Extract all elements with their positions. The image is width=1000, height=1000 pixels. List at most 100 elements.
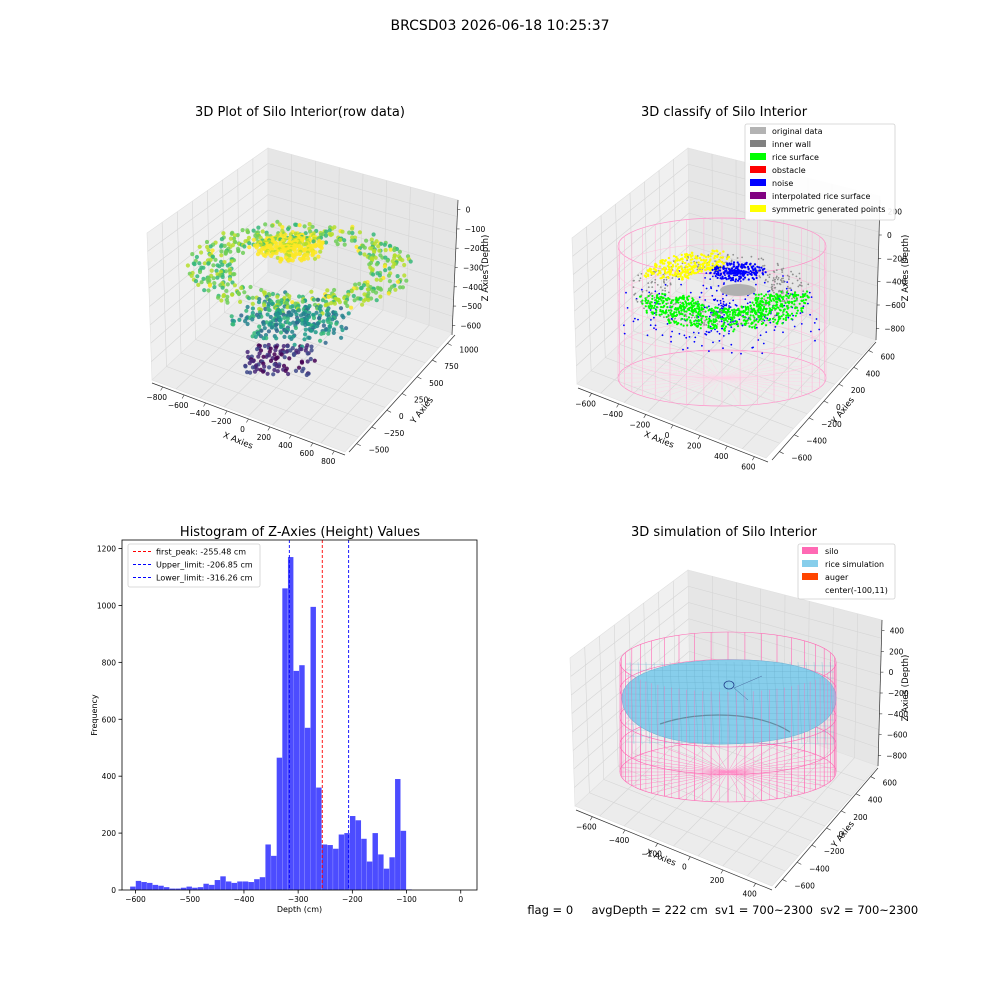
- noise-point: [748, 263, 752, 266]
- histogram-bar: [383, 868, 390, 890]
- original-point: [672, 303, 675, 306]
- silo-spoke: [727, 771, 816, 790]
- silo-spoke: [619, 372, 723, 379]
- data-point: [310, 224, 315, 229]
- data-point: [232, 283, 237, 288]
- rice-surface-point: [671, 305, 674, 308]
- symmetric-point: [693, 262, 697, 265]
- original-point: [662, 281, 665, 283]
- rice-surface-point: [726, 311, 729, 314]
- rice-surface-point: [658, 302, 661, 305]
- data-point: [267, 349, 272, 354]
- rice-surface-point: [647, 305, 650, 308]
- original-point: [798, 284, 801, 286]
- rice-surface-point: [795, 312, 798, 315]
- data-point: [314, 310, 319, 315]
- noise-point: [724, 269, 727, 273]
- z-axis-tick-label: −400: [462, 283, 483, 292]
- rice-surface-point: [696, 300, 699, 303]
- noise-point: [729, 263, 732, 266]
- data-point: [272, 367, 277, 373]
- noise-point: [730, 351, 733, 354]
- data-point: [239, 285, 244, 291]
- noise-point: [650, 319, 652, 321]
- rice-surface-point: [776, 322, 779, 325]
- noise-point: [810, 330, 812, 333]
- original-point: [732, 253, 735, 256]
- data-point: [340, 327, 345, 333]
- rice-surface-point: [775, 300, 778, 303]
- data-point: [219, 298, 224, 303]
- original-point: [760, 257, 763, 260]
- data-point: [199, 250, 204, 255]
- silo-spoke: [721, 356, 789, 379]
- rice-surface-point: [752, 303, 756, 306]
- rice-surface-point: [742, 315, 745, 318]
- rice-surface-point: [746, 319, 749, 322]
- data-point: [287, 356, 292, 361]
- rice-surface-point: [718, 310, 721, 313]
- noise-point: [757, 339, 760, 341]
- rice-surface-point: [697, 310, 701, 313]
- rice-surface-point: [766, 313, 770, 316]
- data-point: [297, 223, 302, 228]
- rice-surface-point: [702, 304, 705, 307]
- rice-surface-point: [655, 311, 658, 314]
- data-point: [335, 242, 340, 247]
- y-axis-tick: [809, 417, 814, 421]
- original-point: [782, 280, 785, 282]
- rice-surface-point: [764, 314, 767, 317]
- original-point: [730, 260, 733, 263]
- y-axis-tick-label: −400: [806, 437, 827, 446]
- noise-point: [714, 328, 716, 331]
- y-axis-tick: [386, 409, 392, 413]
- data-point: [194, 254, 199, 260]
- silo-spoke: [721, 363, 813, 379]
- symmetric-point: [707, 267, 710, 271]
- noise-point: [813, 322, 816, 324]
- rice-surface-point: [647, 295, 650, 298]
- data-point: [199, 280, 204, 285]
- data-point: [383, 268, 388, 273]
- noise-point: [623, 332, 626, 335]
- noise-point: [723, 314, 725, 316]
- auger-marker: [723, 680, 735, 690]
- data-point: [273, 348, 278, 353]
- data-point: [205, 244, 210, 250]
- rice-surface-point: [726, 320, 729, 323]
- x-axis-tick: [643, 414, 647, 419]
- original-point: [646, 296, 648, 299]
- symmetric-point: [707, 263, 711, 266]
- noise-point: [749, 301, 751, 304]
- original-point: [750, 255, 753, 258]
- noise-point: [740, 352, 742, 355]
- grid-line: [747, 757, 855, 877]
- rice-surface-point: [679, 306, 683, 309]
- symmetric-point: [654, 263, 658, 266]
- data-point: [298, 313, 304, 318]
- histogram-bar: [158, 885, 164, 890]
- noise-point: [734, 278, 738, 281]
- noise-point: [704, 299, 707, 301]
- legend-label: center(-100,11): [825, 586, 888, 595]
- noise-point: [802, 305, 805, 308]
- symmetric-point: [671, 274, 674, 277]
- symmetric-point: [662, 275, 665, 279]
- silo-spoke: [721, 359, 802, 379]
- symmetric-point: [690, 267, 694, 270]
- rice-surface-point: [782, 295, 785, 298]
- symmetric-point: [676, 263, 679, 266]
- rice-surface-point: [760, 315, 763, 319]
- rice-surface-point: [783, 308, 786, 311]
- rice-surface-point: [659, 308, 662, 311]
- rice-surface-point: [740, 305, 743, 308]
- z-axis-tick-label: −600: [887, 731, 908, 740]
- noise-point: [623, 324, 625, 327]
- data-point: [312, 256, 318, 261]
- noise-point: [734, 304, 737, 306]
- original-point: [634, 292, 637, 295]
- data-point: [248, 370, 253, 375]
- original-point: [665, 278, 668, 281]
- symmetric-point: [672, 255, 676, 258]
